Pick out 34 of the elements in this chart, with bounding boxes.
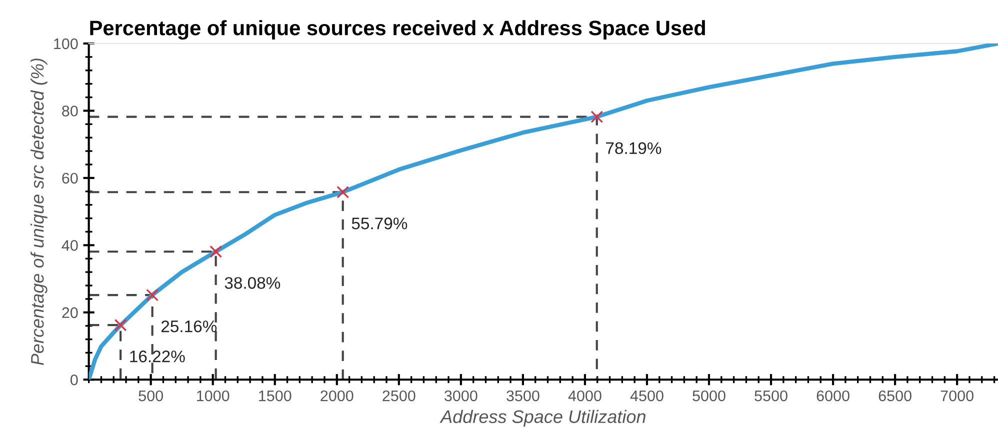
x-tick-label: 500	[138, 390, 163, 402]
data-label: 25.16%	[162, 320, 217, 332]
x-tick-label: 6500	[878, 390, 912, 402]
x-tick-label: 1000	[197, 390, 230, 402]
x-axis-title: Address Space Utilization	[440, 410, 646, 427]
x-tick-label: 6000	[816, 390, 850, 402]
x-tick-label: 5000	[692, 390, 726, 402]
y-tick-label: 100	[54, 38, 78, 50]
line-series	[88, 44, 998, 380]
chart-title: Percentage of unique sources received x Address Space Used	[90, 20, 705, 40]
x-tick-label: 2500	[382, 390, 416, 402]
point	[114, 318, 127, 332]
x-tick-label: 2000	[320, 390, 354, 402]
y-tick-label: 40	[62, 240, 78, 251]
point	[146, 288, 159, 302]
y-tick-label: 60	[62, 172, 78, 184]
x-tick-label: 4500	[630, 390, 664, 402]
point	[210, 245, 222, 258]
y-axis-title: Percentage of unique src detected (%)	[30, 58, 48, 366]
point	[336, 186, 350, 198]
y-tick-label: 80	[62, 106, 78, 116]
data-label: 55.79%	[352, 218, 408, 230]
y-tick-label: 0	[70, 374, 78, 386]
y-tick-label: 20	[62, 307, 78, 318]
x-tick-label: 7000	[940, 390, 974, 402]
x-tick-label: 3000	[444, 390, 478, 402]
data-label: 38.08%	[224, 277, 280, 289]
point	[590, 110, 604, 124]
x-tick-label: 5500	[754, 390, 788, 402]
data-label: 16.22%	[130, 350, 185, 362]
x-tick-label: 1500	[259, 390, 292, 402]
x-tick-label: 4000	[568, 390, 602, 402]
x-tick-label: 3500	[506, 390, 540, 402]
data-label: 78.19%	[606, 142, 662, 154]
